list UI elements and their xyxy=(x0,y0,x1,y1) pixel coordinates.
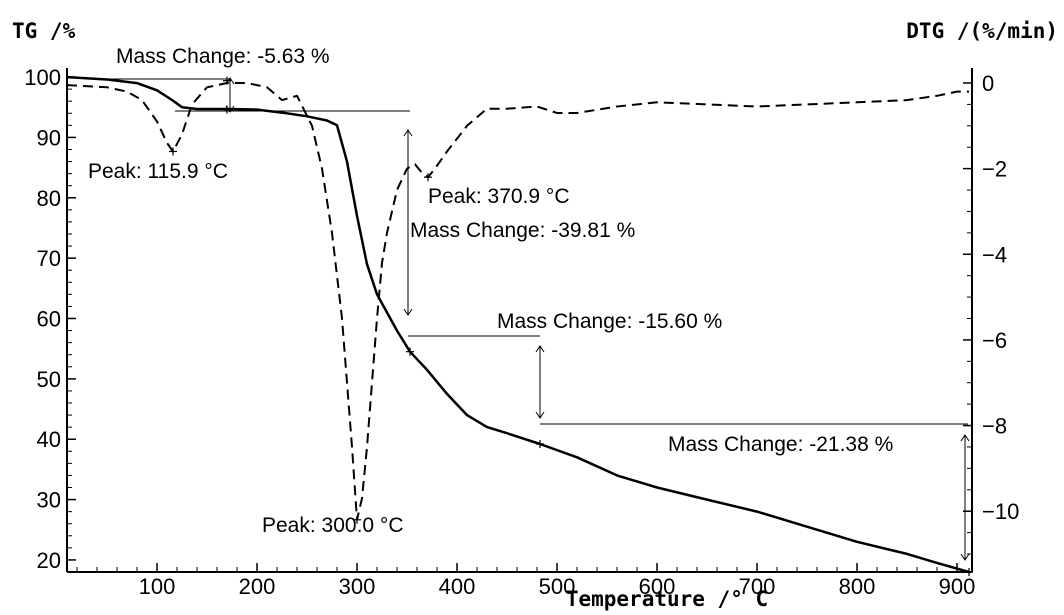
x-tick-label: 200 xyxy=(239,574,276,599)
y-right-tick-label: −8 xyxy=(982,414,1007,439)
arrowhead xyxy=(535,411,545,419)
y-right-tick-label: −6 xyxy=(982,328,1007,353)
y-left-tick-label: 40 xyxy=(37,427,61,452)
tg-series-line xyxy=(66,75,970,574)
x-axis-title: Temperature /° C xyxy=(566,587,768,611)
annotation-peak-2: Peak: 370.9 °C xyxy=(428,185,569,208)
x-tick-label: 600 xyxy=(639,574,676,599)
annotation-mass-change-1: Mass Change: -5.63 % xyxy=(116,45,330,68)
annotation-peak-1: Peak: 115.9 °C xyxy=(88,160,228,183)
y-left-tick-label: 80 xyxy=(37,186,61,211)
dtg-peak-marker xyxy=(353,515,361,524)
x-tick-label: 100 xyxy=(139,574,176,599)
axis-ticks: 100 200 300 400 500 600 700 800 9002030405060708… xyxy=(24,65,1019,599)
y-right-tick-label: −10 xyxy=(982,499,1019,524)
tg-marker xyxy=(406,347,414,356)
arrowhead xyxy=(403,129,413,137)
arrowhead xyxy=(960,434,970,442)
y-left-tick-label: 70 xyxy=(37,246,61,271)
x-tick-label: 500 xyxy=(539,574,576,599)
y-left-tick-label: 30 xyxy=(37,488,61,513)
annotation-mass-change-4: Mass Change: -21.38 % xyxy=(668,433,893,456)
y-right-tick-label: −2 xyxy=(982,157,1007,182)
annotation-mass-change-2: Mass Change: -39.81 % xyxy=(410,219,635,242)
y-left-tick-label: 50 xyxy=(37,367,61,392)
y-right-tick-label: −4 xyxy=(982,242,1007,267)
markers-layer xyxy=(169,76,973,576)
annotation-mass-change-3: Mass Change: -15.60 % xyxy=(497,310,722,333)
y-left-tick-label: 90 xyxy=(37,125,61,150)
tg-marker xyxy=(536,440,544,449)
series-layer xyxy=(66,75,970,574)
dtg-peak-marker xyxy=(169,147,177,156)
mass-change-guides xyxy=(100,77,970,561)
annotation-peak-3: Peak: 300.0 °C xyxy=(262,514,403,537)
x-tick-label: 900 xyxy=(939,574,976,599)
right-axis-title: DTG /(%/min) xyxy=(906,19,1058,43)
dtg-series-line xyxy=(66,82,969,521)
y-left-tick-label: 60 xyxy=(37,306,61,331)
tg-marker xyxy=(223,76,231,85)
arrowhead xyxy=(960,553,970,561)
x-tick-label: 700 xyxy=(739,574,776,599)
x-tick-label: 800 xyxy=(839,574,876,599)
y-left-tick-label: 100 xyxy=(24,65,61,90)
tg-marker xyxy=(965,568,973,576)
y-left-tick-label: 20 xyxy=(37,548,61,573)
left-axis-title: TG /% xyxy=(12,19,76,43)
arrowhead xyxy=(535,345,545,353)
dtg-peak-marker xyxy=(424,173,432,182)
arrowhead xyxy=(403,308,413,316)
x-tick-label: 400 xyxy=(439,574,476,599)
y-right-tick-label: 0 xyxy=(982,71,994,96)
tg-marker xyxy=(223,105,231,114)
x-tick-label: 300 xyxy=(339,574,376,599)
